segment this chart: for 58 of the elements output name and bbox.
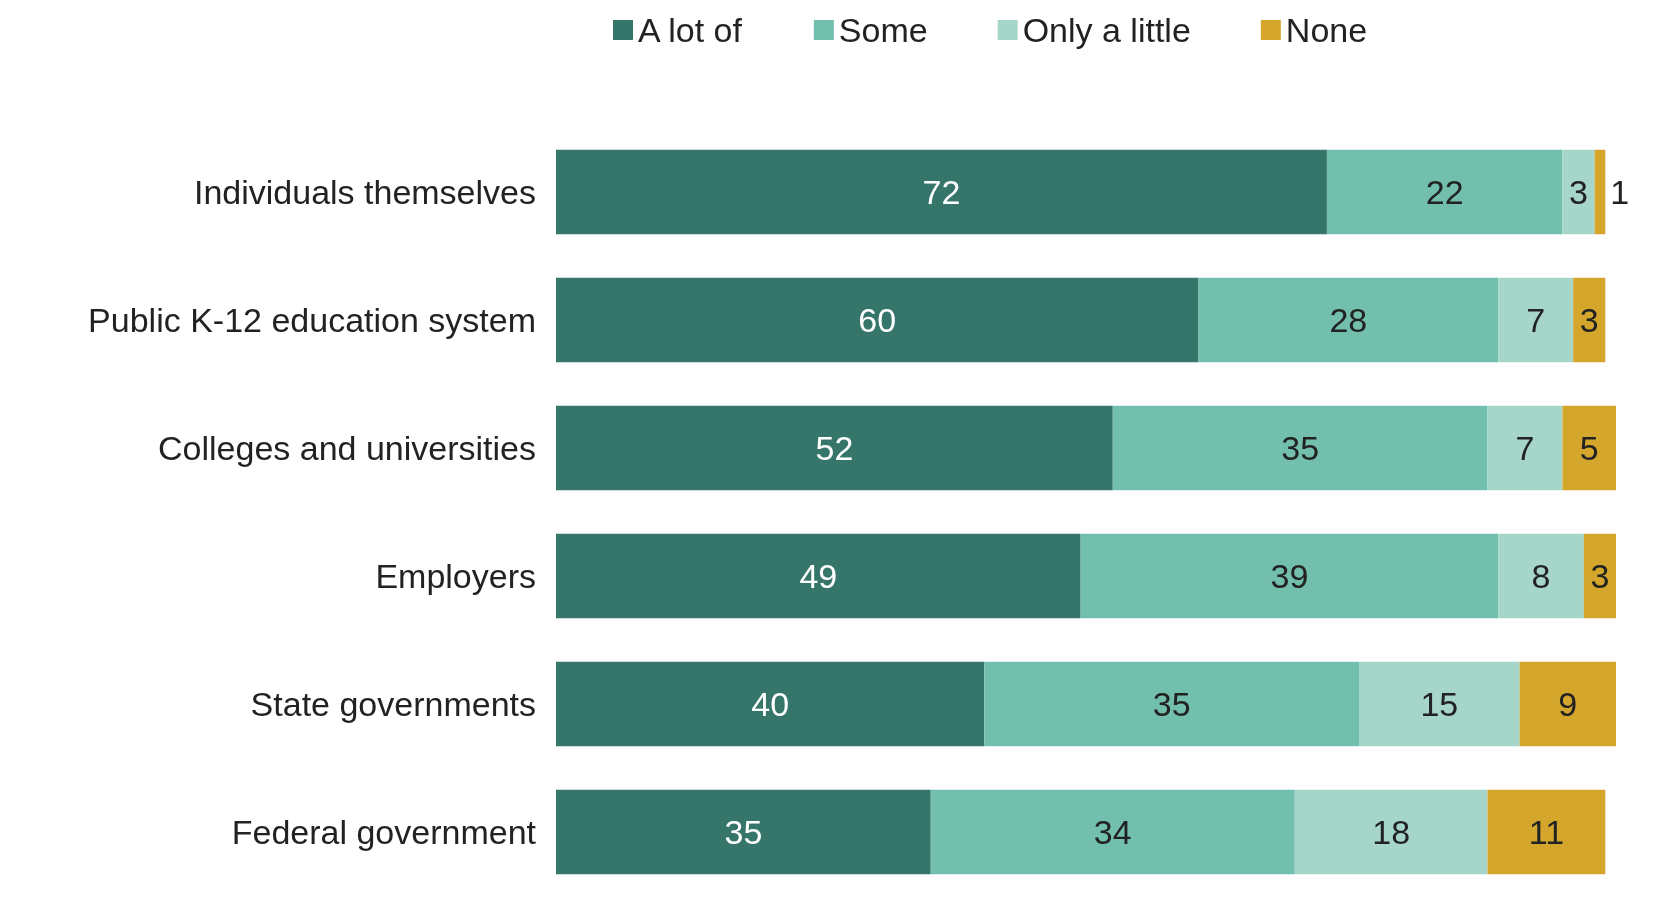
bar [556, 149, 1327, 235]
data-label: 40 [751, 685, 790, 723]
data-label: 39 [1270, 557, 1309, 595]
y-tick-label: Federal government [231, 813, 537, 851]
data-label: 3 [1569, 173, 1588, 211]
legend-label: A lot of [638, 11, 743, 49]
bar [1562, 149, 1595, 235]
data-label: 22 [1425, 173, 1464, 211]
data-label: 35 [1281, 429, 1320, 467]
bar [556, 277, 1199, 363]
data-label: 1 [1610, 173, 1630, 211]
bar [1359, 661, 1520, 747]
bar [1487, 405, 1563, 491]
bar [1498, 277, 1574, 363]
y-tick-label: Public K-12 education system [88, 301, 536, 339]
bar [984, 661, 1360, 747]
data-label: 28 [1329, 301, 1368, 339]
legend-label: Some [838, 11, 928, 49]
bar [1326, 149, 1563, 235]
data-label: 60 [858, 301, 897, 339]
legend-label: Only a little [1022, 11, 1191, 49]
data-label: 7 [1515, 429, 1535, 467]
data-label: 9 [1558, 685, 1578, 723]
bar [1487, 789, 1606, 875]
data-label: 3 [1590, 557, 1610, 595]
bar [1583, 533, 1616, 619]
y-tick-label: State governments [250, 685, 536, 723]
bar [1594, 149, 1606, 235]
data-label: 7 [1526, 301, 1546, 339]
bar [1112, 405, 1488, 491]
y-tick-label: Employers [375, 557, 536, 595]
bar [1498, 533, 1584, 619]
bar [1198, 277, 1499, 363]
data-label: 5 [1579, 429, 1599, 467]
data-label: 52 [815, 429, 854, 467]
bar [1519, 661, 1616, 747]
data-label: 35 [724, 813, 763, 851]
bar [1294, 789, 1488, 875]
data-label: 15 [1420, 685, 1459, 723]
bar [1573, 277, 1606, 363]
data-label: 3 [1579, 301, 1599, 339]
data-label: 72 [922, 173, 961, 211]
bar [556, 533, 1081, 619]
y-tick-label: Individuals themselves [193, 173, 536, 211]
data-label: 8 [1531, 557, 1551, 595]
bar [556, 405, 1113, 491]
bar [1562, 405, 1616, 491]
data-label: 11 [1528, 813, 1565, 851]
legend-label: None [1285, 11, 1368, 49]
data-label: 49 [799, 557, 838, 595]
y-tick-label: Colleges and universities [158, 429, 536, 467]
data-label: 18 [1372, 813, 1411, 851]
bar [1080, 533, 1499, 619]
bar [930, 789, 1295, 875]
data-label: 35 [1152, 685, 1191, 723]
bar [556, 789, 931, 875]
data-label: 34 [1093, 813, 1132, 851]
bar [556, 661, 985, 747]
